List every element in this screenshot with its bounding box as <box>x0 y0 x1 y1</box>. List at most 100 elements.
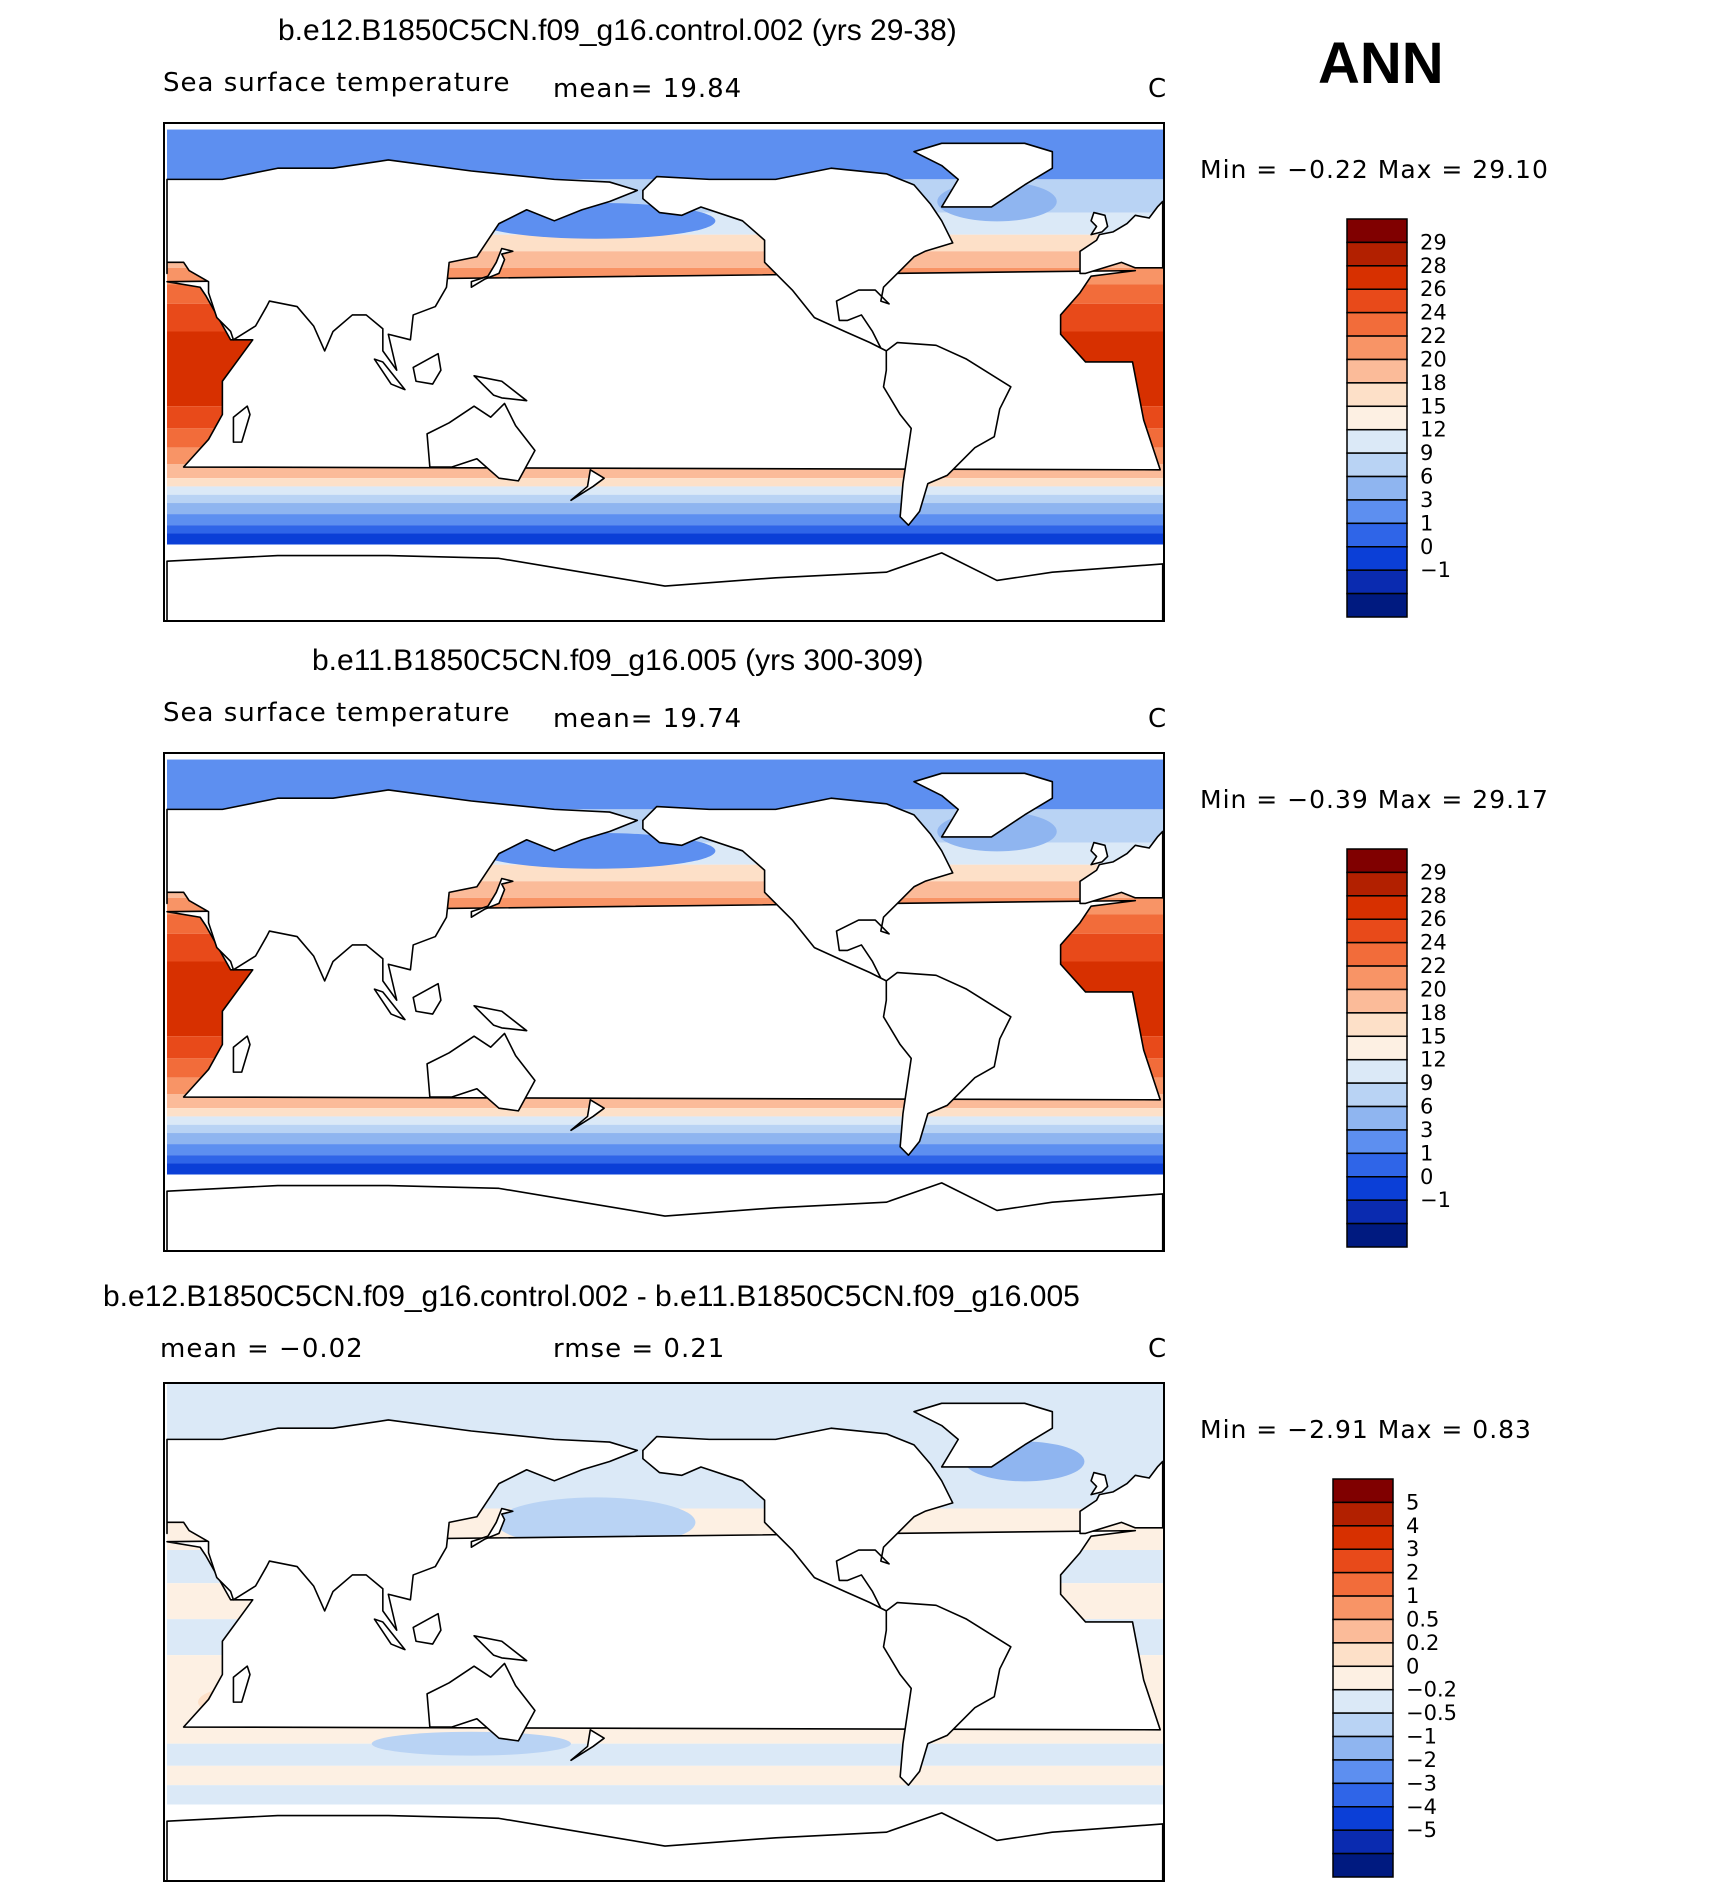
colorbar-tick-label: 24 <box>1420 931 1447 955</box>
colorbar-tick-label: 5 <box>1406 1490 1419 1514</box>
coastline-japan <box>470 877 514 919</box>
colorbar-swatch <box>1332 1852 1394 1878</box>
colorbar-tick-label: 3 <box>1406 1537 1419 1561</box>
colorbar-swatch <box>1346 1082 1408 1108</box>
colorbar-tick-label: 1 <box>1406 1584 1419 1608</box>
colorbar-swatch <box>1332 1829 1394 1855</box>
colorbar-tick-label: −4 <box>1406 1795 1437 1819</box>
coastline-asia <box>166 1419 639 1632</box>
panel-1-mean: mean= 19.84 <box>553 74 743 104</box>
colorbar-tick-label: 0 <box>1406 1654 1419 1678</box>
colorbar-tick-label: 9 <box>1420 441 1433 465</box>
field-band <box>167 1765 1163 1786</box>
colorbar-tick-label: −1 <box>1420 558 1451 582</box>
colorbar-swatch <box>1346 1129 1408 1155</box>
panel-1-map <box>163 122 1165 622</box>
colorbar-tick-label: 0.2 <box>1406 1631 1439 1655</box>
colorbar-swatch <box>1332 1478 1394 1504</box>
colorbar-tick-label: −2 <box>1406 1748 1437 1772</box>
field-band <box>167 494 1163 504</box>
colorbar-swatch <box>1346 452 1408 478</box>
colorbar-swatch <box>1332 1618 1394 1644</box>
colorbar-swatch <box>1332 1548 1394 1574</box>
colorbar-tick-label: 2 <box>1406 1561 1419 1585</box>
colorbar-tick-label: −3 <box>1406 1771 1437 1795</box>
colorbar-tick-label: −0.5 <box>1406 1701 1457 1725</box>
coastline-samerica <box>882 341 1012 526</box>
coastline-japan <box>470 247 514 289</box>
anomaly-negative <box>496 1497 696 1548</box>
colorbar-swatch <box>1346 848 1408 874</box>
colorbar-swatch <box>1346 1199 1408 1225</box>
coastline-europeW <box>1079 830 1163 905</box>
colorbar-swatch <box>1346 405 1408 431</box>
colorbar-swatch <box>1346 265 1408 290</box>
field-band <box>167 1785 1163 1805</box>
colorbar-tick-label: 3 <box>1420 488 1433 512</box>
field-band <box>167 486 1163 495</box>
coastline-newguinea <box>473 374 528 402</box>
colorbar-swatch <box>1332 1525 1394 1550</box>
panel-1-title: b.e12.B1850C5CN.f09_g16.control.002 (yrs… <box>278 14 957 47</box>
colorbar-tick-label: 0 <box>1420 535 1433 559</box>
coastline-nz <box>570 469 605 502</box>
colorbar-swatch <box>1346 918 1408 944</box>
colorbar-tick-label: 18 <box>1420 1001 1447 1025</box>
panel-3-minmax: Min = −2.91 Max = 0.83 <box>1200 1415 1532 1444</box>
coastline-sumatra <box>373 1618 406 1651</box>
panel-3-mean: mean = −0.02 <box>160 1334 364 1364</box>
colorbar-tick-label: 28 <box>1420 884 1447 908</box>
colorbar-swatch <box>1346 335 1408 361</box>
panel-2-map-svg <box>166 754 1163 1250</box>
panel-2-minmax: Min = −0.39 Max = 29.17 <box>1200 785 1549 814</box>
coastline-antarctica <box>166 1182 1163 1250</box>
field-band <box>167 1108 1163 1117</box>
colorbar-tick-label: 0 <box>1420 1165 1433 1189</box>
field-band <box>167 514 1163 526</box>
colorbar-tick-label: 1 <box>1420 511 1433 535</box>
colorbar-swatch <box>1346 895 1408 920</box>
panel-3-colorbar: 5 4 3 2 1 0.5 0.2 0 −0.2 −0.5 −1 −2 −3 −4 −5 <box>1332 1478 1516 1878</box>
colorbar-tick-label: 26 <box>1420 907 1447 931</box>
coastline-nz <box>570 1099 605 1132</box>
colorbar-tick-label: 29 <box>1420 230 1447 254</box>
colorbar-swatch <box>1346 311 1408 337</box>
coastline-antarctica <box>166 1812 1163 1880</box>
field-band <box>167 1116 1163 1125</box>
coastline-borneo <box>412 352 442 385</box>
colorbar-tick-label: −1 <box>1420 1188 1451 1212</box>
coastline-samerica <box>882 971 1012 1156</box>
coastline-australia <box>426 402 536 482</box>
coastline-madagascar <box>232 405 251 443</box>
colorbar-swatch <box>1346 475 1408 501</box>
colorbar-swatch <box>1346 428 1408 454</box>
field-band <box>167 1144 1163 1156</box>
colorbar-tick-label: 29 <box>1420 860 1447 884</box>
coastline-nz <box>570 1729 605 1762</box>
colorbar-swatch <box>1346 1222 1408 1248</box>
colorbar-swatch <box>1332 1665 1394 1691</box>
panel-2-mean: mean= 19.74 <box>553 704 743 734</box>
colorbar-swatch <box>1346 358 1408 384</box>
colorbar-swatch <box>1332 1595 1394 1621</box>
field-band <box>167 503 1163 515</box>
colorbar-tick-label: 6 <box>1420 465 1433 489</box>
colorbar-tick-label: −1 <box>1406 1725 1437 1749</box>
colorbar-swatch <box>1332 1688 1394 1714</box>
colorbar-tick-label: 18 <box>1420 371 1447 395</box>
field-band <box>167 525 1163 534</box>
coastline-uk <box>1090 841 1109 866</box>
colorbar-tick-label: −5 <box>1406 1818 1437 1842</box>
colorbar-swatch <box>1346 871 1408 897</box>
colorbar-swatch <box>1346 592 1408 618</box>
colorbar-swatch <box>1346 965 1408 991</box>
coastline-japan <box>470 1507 514 1549</box>
panel-1-minmax: Min = −0.22 Max = 29.10 <box>1200 155 1549 184</box>
field-band <box>167 478 1163 487</box>
colorbar-swatch <box>1346 288 1408 314</box>
panel-2-title: b.e11.B1850C5CN.f09_g16.005 (yrs 300-309… <box>312 644 924 677</box>
coastline-newguinea <box>473 1634 528 1662</box>
coastline-namerica <box>642 797 954 982</box>
field-band <box>167 1124 1163 1134</box>
